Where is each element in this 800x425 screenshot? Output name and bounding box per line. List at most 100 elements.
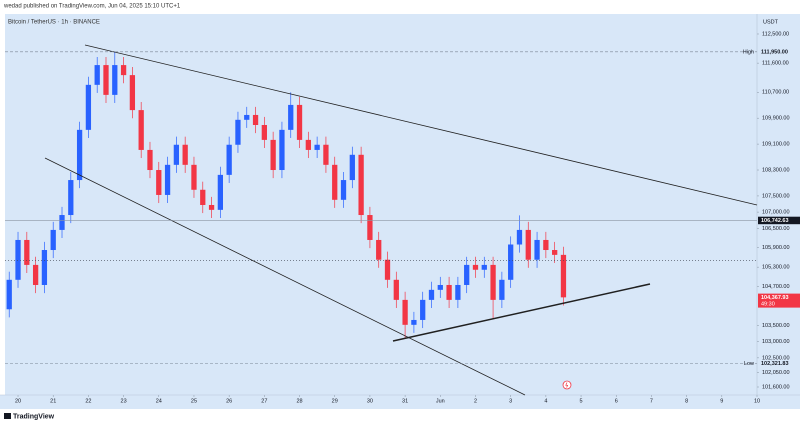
candle-body (138, 110, 144, 150)
candle-body (147, 149, 153, 171)
event-icon[interactable] (562, 380, 572, 390)
price-label: 104,367.93 (761, 295, 789, 301)
candle-body (112, 65, 118, 95)
candle-body (516, 229, 523, 245)
price-label-box (758, 293, 800, 308)
candle-body (340, 180, 347, 200)
candle-body (217, 174, 223, 210)
price-tag: High (743, 49, 754, 55)
candle-body (552, 250, 558, 255)
candle-body (120, 65, 127, 76)
y-tick-label: 107,000.00 (762, 210, 790, 216)
candle-body (367, 215, 373, 240)
y-tick-label: 107,500.00 (762, 193, 790, 199)
x-tick-label: 30 (367, 398, 373, 404)
candle-body (208, 204, 215, 210)
candle-body (85, 84, 92, 130)
x-tick-label: 20 (15, 398, 21, 404)
y-tick-label: 109,100.00 (762, 142, 790, 148)
candle-body (235, 119, 241, 145)
y-tick-label: 109,900.00 (762, 116, 790, 122)
candle-body (472, 264, 479, 270)
candle-body (305, 139, 311, 150)
candle-body (6, 279, 12, 310)
y-tick-label: 102,500.00 (762, 355, 790, 361)
upper-trendline (84, 44, 758, 206)
y-tick-label: 103,000.00 (762, 339, 790, 345)
logo-mark (4, 413, 11, 419)
x-tick-label: 5 (580, 398, 583, 404)
candle-body (393, 279, 399, 300)
candle-body (261, 124, 267, 140)
price-axis-background (757, 14, 800, 395)
candle-body (68, 180, 74, 216)
candle-body (411, 319, 417, 325)
candle-body (428, 289, 435, 300)
event-icon-bolt (565, 382, 569, 388)
x-tick-label: Jun (436, 398, 445, 404)
candle-body (332, 164, 338, 200)
candle-body (384, 259, 391, 280)
candle-body (508, 244, 514, 280)
x-tick-label: 2 (474, 398, 477, 404)
candle-body (164, 164, 171, 195)
candles (6, 51, 567, 339)
candle-body (446, 284, 452, 300)
candle-body (173, 144, 180, 165)
y-tick-label: 105,300.00 (762, 265, 790, 271)
candle-body (525, 229, 531, 260)
y-tick-label: 108,300.00 (762, 167, 790, 173)
candle-body (323, 144, 329, 165)
candle-body (279, 129, 285, 171)
candle-body (244, 114, 250, 120)
x-tick-label: 10 (754, 398, 760, 404)
logo-text: TradingView (13, 413, 55, 420)
x-tick-label: 26 (226, 398, 232, 404)
candle-body (560, 254, 567, 298)
currency: USDT (763, 19, 779, 25)
x-tick-label: 21 (50, 398, 56, 404)
y-tick-label: 112,500.00 (762, 31, 789, 37)
y-tick-label: 103,500.00 (762, 323, 790, 329)
x-tick-label: 24 (156, 398, 162, 404)
x-tick-label: 31 (402, 398, 408, 404)
y-tick-label: 106,500.00 (762, 226, 790, 232)
x-tick-label: 23 (121, 398, 127, 404)
candle-body (543, 239, 549, 251)
candle-body (376, 239, 382, 260)
candle-body (156, 170, 162, 195)
candle-body (288, 104, 294, 130)
lower-trendline (44, 157, 526, 396)
candle-body (59, 215, 65, 230)
x-tick-label: 28 (296, 398, 302, 404)
candle-body (314, 144, 320, 150)
candle-body (191, 164, 197, 190)
y-tick-label: 111,600.00 (762, 61, 789, 67)
candle-body (15, 239, 21, 280)
candle-body (437, 284, 443, 290)
support-trendline (392, 283, 651, 342)
candle-body (41, 250, 48, 285)
byline: wedad published on TradingView.com, Jun … (3, 4, 181, 10)
candle-body (32, 264, 39, 285)
x-tick-label: 29 (332, 398, 338, 404)
candle-body (534, 239, 540, 260)
plot-background (5, 14, 757, 395)
candle-body (200, 189, 206, 205)
candle-body (499, 279, 505, 300)
x-tick-label: 9 (720, 398, 723, 404)
candle-body (490, 264, 496, 300)
candle-body (50, 229, 56, 251)
logo: TradingView (4, 413, 55, 420)
candle-body (129, 75, 136, 111)
candle-body (94, 65, 100, 85)
candle-body (270, 139, 276, 171)
x-tick-label: 25 (191, 398, 197, 404)
y-tick-label: 110,700.00 (762, 90, 789, 96)
x-tick-label: 7 (650, 398, 653, 404)
candle-body (402, 299, 408, 325)
trendlines (44, 44, 758, 396)
candle-body (226, 144, 232, 175)
x-tick-label: 8 (685, 398, 688, 404)
